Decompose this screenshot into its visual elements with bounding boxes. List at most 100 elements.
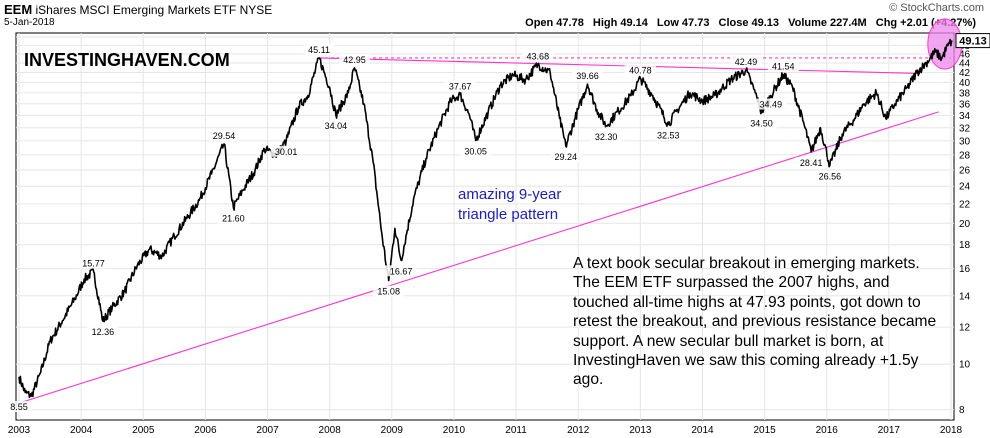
price-label-text: 40.78 bbox=[629, 65, 652, 75]
x-tick-label: 2015 bbox=[753, 425, 776, 436]
y-tick-label: 12 bbox=[959, 323, 971, 334]
low-label: Low bbox=[656, 17, 679, 29]
last-price: 49.13 bbox=[955, 33, 990, 49]
x-tick-label: 2009 bbox=[381, 425, 404, 436]
x-tick-label: 2018 bbox=[940, 425, 963, 436]
y-tick-label: 40 bbox=[959, 78, 971, 89]
price-label-bg bbox=[78, 257, 110, 269]
price-label: 30.05 bbox=[460, 145, 492, 157]
x-tick-label: 2006 bbox=[194, 425, 217, 436]
price-label-bg bbox=[303, 43, 335, 55]
y-tick-label: 14 bbox=[959, 291, 971, 302]
price-label: 34.50 bbox=[745, 117, 777, 129]
price-label-text: 42.49 bbox=[735, 57, 758, 67]
high-value: 49.14 bbox=[620, 17, 648, 29]
price-label: 42.49 bbox=[730, 56, 762, 68]
price-label-bg bbox=[745, 117, 777, 129]
y-tick-label: 10 bbox=[959, 360, 971, 371]
price-label: 30.01 bbox=[270, 145, 302, 157]
price-label-bg bbox=[522, 50, 554, 62]
price-label: 42.95 bbox=[339, 53, 371, 65]
ticker-symbol: EEM bbox=[4, 2, 33, 17]
price-label-text: 29.24 bbox=[555, 152, 578, 162]
low-value: 47.73 bbox=[681, 17, 710, 29]
price-label: 16.67 bbox=[385, 265, 417, 277]
y-axis: 8101214161820222426283032343638404244464… bbox=[959, 33, 971, 417]
price-label: 21.60 bbox=[217, 212, 249, 224]
annotation-line-2: triangle pattern bbox=[458, 206, 558, 223]
x-tick-label: 2012 bbox=[567, 425, 590, 436]
volume-value: 227.4M bbox=[830, 17, 867, 29]
price-label-text: 12.36 bbox=[92, 327, 115, 337]
price-label-text: 28.41 bbox=[800, 158, 823, 168]
last-price-label: 49.13 bbox=[959, 36, 987, 48]
open-value: 47.78 bbox=[556, 17, 584, 29]
security-name: iShares MSCI Emerging Markets ETF bbox=[35, 3, 237, 17]
price-label-bg bbox=[550, 151, 582, 163]
price-label: 34.04 bbox=[320, 120, 352, 132]
price-label-text: 32.30 bbox=[595, 132, 618, 142]
price-label-text: 42.95 bbox=[343, 55, 366, 65]
price-label: 26.56 bbox=[814, 170, 846, 182]
price-series bbox=[18, 38, 953, 398]
x-tick-label: 2003 bbox=[8, 425, 31, 436]
price-label-text: 41.54 bbox=[772, 62, 795, 72]
price-label-text: 26.56 bbox=[819, 172, 842, 182]
price-label-text: 34.49 bbox=[760, 100, 783, 110]
x-tick-label: 2014 bbox=[691, 425, 714, 436]
price-label-text: 39.66 bbox=[576, 71, 599, 81]
price-label-bg bbox=[373, 285, 405, 297]
close-value: 49.13 bbox=[751, 17, 780, 29]
price-label-bg bbox=[460, 145, 492, 157]
price-label-text: 8.55 bbox=[10, 402, 28, 412]
price-label: 8.55 bbox=[6, 401, 32, 413]
price-label-text: 30.05 bbox=[464, 147, 487, 157]
price-label-bg bbox=[795, 156, 827, 168]
x-tick-label: 2004 bbox=[70, 425, 93, 436]
y-tick-label: 24 bbox=[959, 182, 971, 193]
open-label: Open bbox=[525, 17, 554, 29]
price-label-bg bbox=[6, 401, 32, 413]
price-labels: 8.55 15.77 12.36 29.54 21.60 30.01 45.11 34.04 4… bbox=[6, 43, 846, 413]
price-label: 28.41 bbox=[795, 156, 827, 168]
y-tick-label: 42 bbox=[959, 68, 971, 79]
price-label-bg bbox=[652, 129, 684, 141]
price-label: 37.67 bbox=[444, 80, 476, 92]
price-label: 12.36 bbox=[87, 326, 119, 338]
price-label-bg bbox=[755, 98, 787, 110]
x-axis: 2003 2004 2005 2006 2007 2008 2009 2010 2011 2012… bbox=[8, 425, 963, 436]
y-tick-label: 20 bbox=[959, 219, 971, 230]
price-label-bg bbox=[270, 145, 302, 157]
volume-label: Volume bbox=[788, 17, 827, 29]
price-label: 40.78 bbox=[624, 64, 656, 76]
price-label-text: 45.11 bbox=[308, 45, 330, 55]
y-tick-label: 28 bbox=[959, 150, 971, 161]
price-label-bg bbox=[320, 120, 352, 132]
y-tick-label: 22 bbox=[959, 199, 971, 210]
price-label: 29.54 bbox=[208, 130, 240, 142]
y-tick-label: 30 bbox=[959, 136, 971, 147]
price-label-bg bbox=[87, 326, 119, 338]
last-price-box bbox=[955, 33, 990, 49]
y-tick-label: 8 bbox=[959, 405, 965, 416]
quote-bar: Open 47.78 High 49.14 Low 47.73 Close 49.13 … bbox=[519, 17, 976, 29]
price-label: 39.66 bbox=[572, 70, 604, 82]
exchange: NYSE bbox=[239, 3, 273, 17]
x-tick-label: 2017 bbox=[878, 425, 901, 436]
y-tick-label: 38 bbox=[959, 88, 971, 99]
price-label-bg bbox=[730, 56, 762, 68]
price-line bbox=[18, 38, 953, 398]
chg-label: Chg bbox=[875, 17, 898, 29]
y-tick-label: 32 bbox=[959, 123, 971, 134]
x-tick-label: 2010 bbox=[443, 425, 466, 436]
brand-watermark: INVESTINGHAVEN.COM bbox=[24, 50, 230, 70]
price-label-bg bbox=[208, 130, 240, 142]
price-label-text: 29.54 bbox=[213, 131, 236, 141]
price-label-bg bbox=[444, 80, 476, 92]
price-label: 45.11 bbox=[303, 43, 335, 55]
x-tick-label: 2016 bbox=[816, 425, 839, 436]
x-tick-label: 2013 bbox=[629, 425, 652, 436]
x-tick-label: 2008 bbox=[319, 425, 342, 436]
chart-header: EEM iShares MSCI Emerging Markets ETF NY… bbox=[4, 2, 272, 17]
